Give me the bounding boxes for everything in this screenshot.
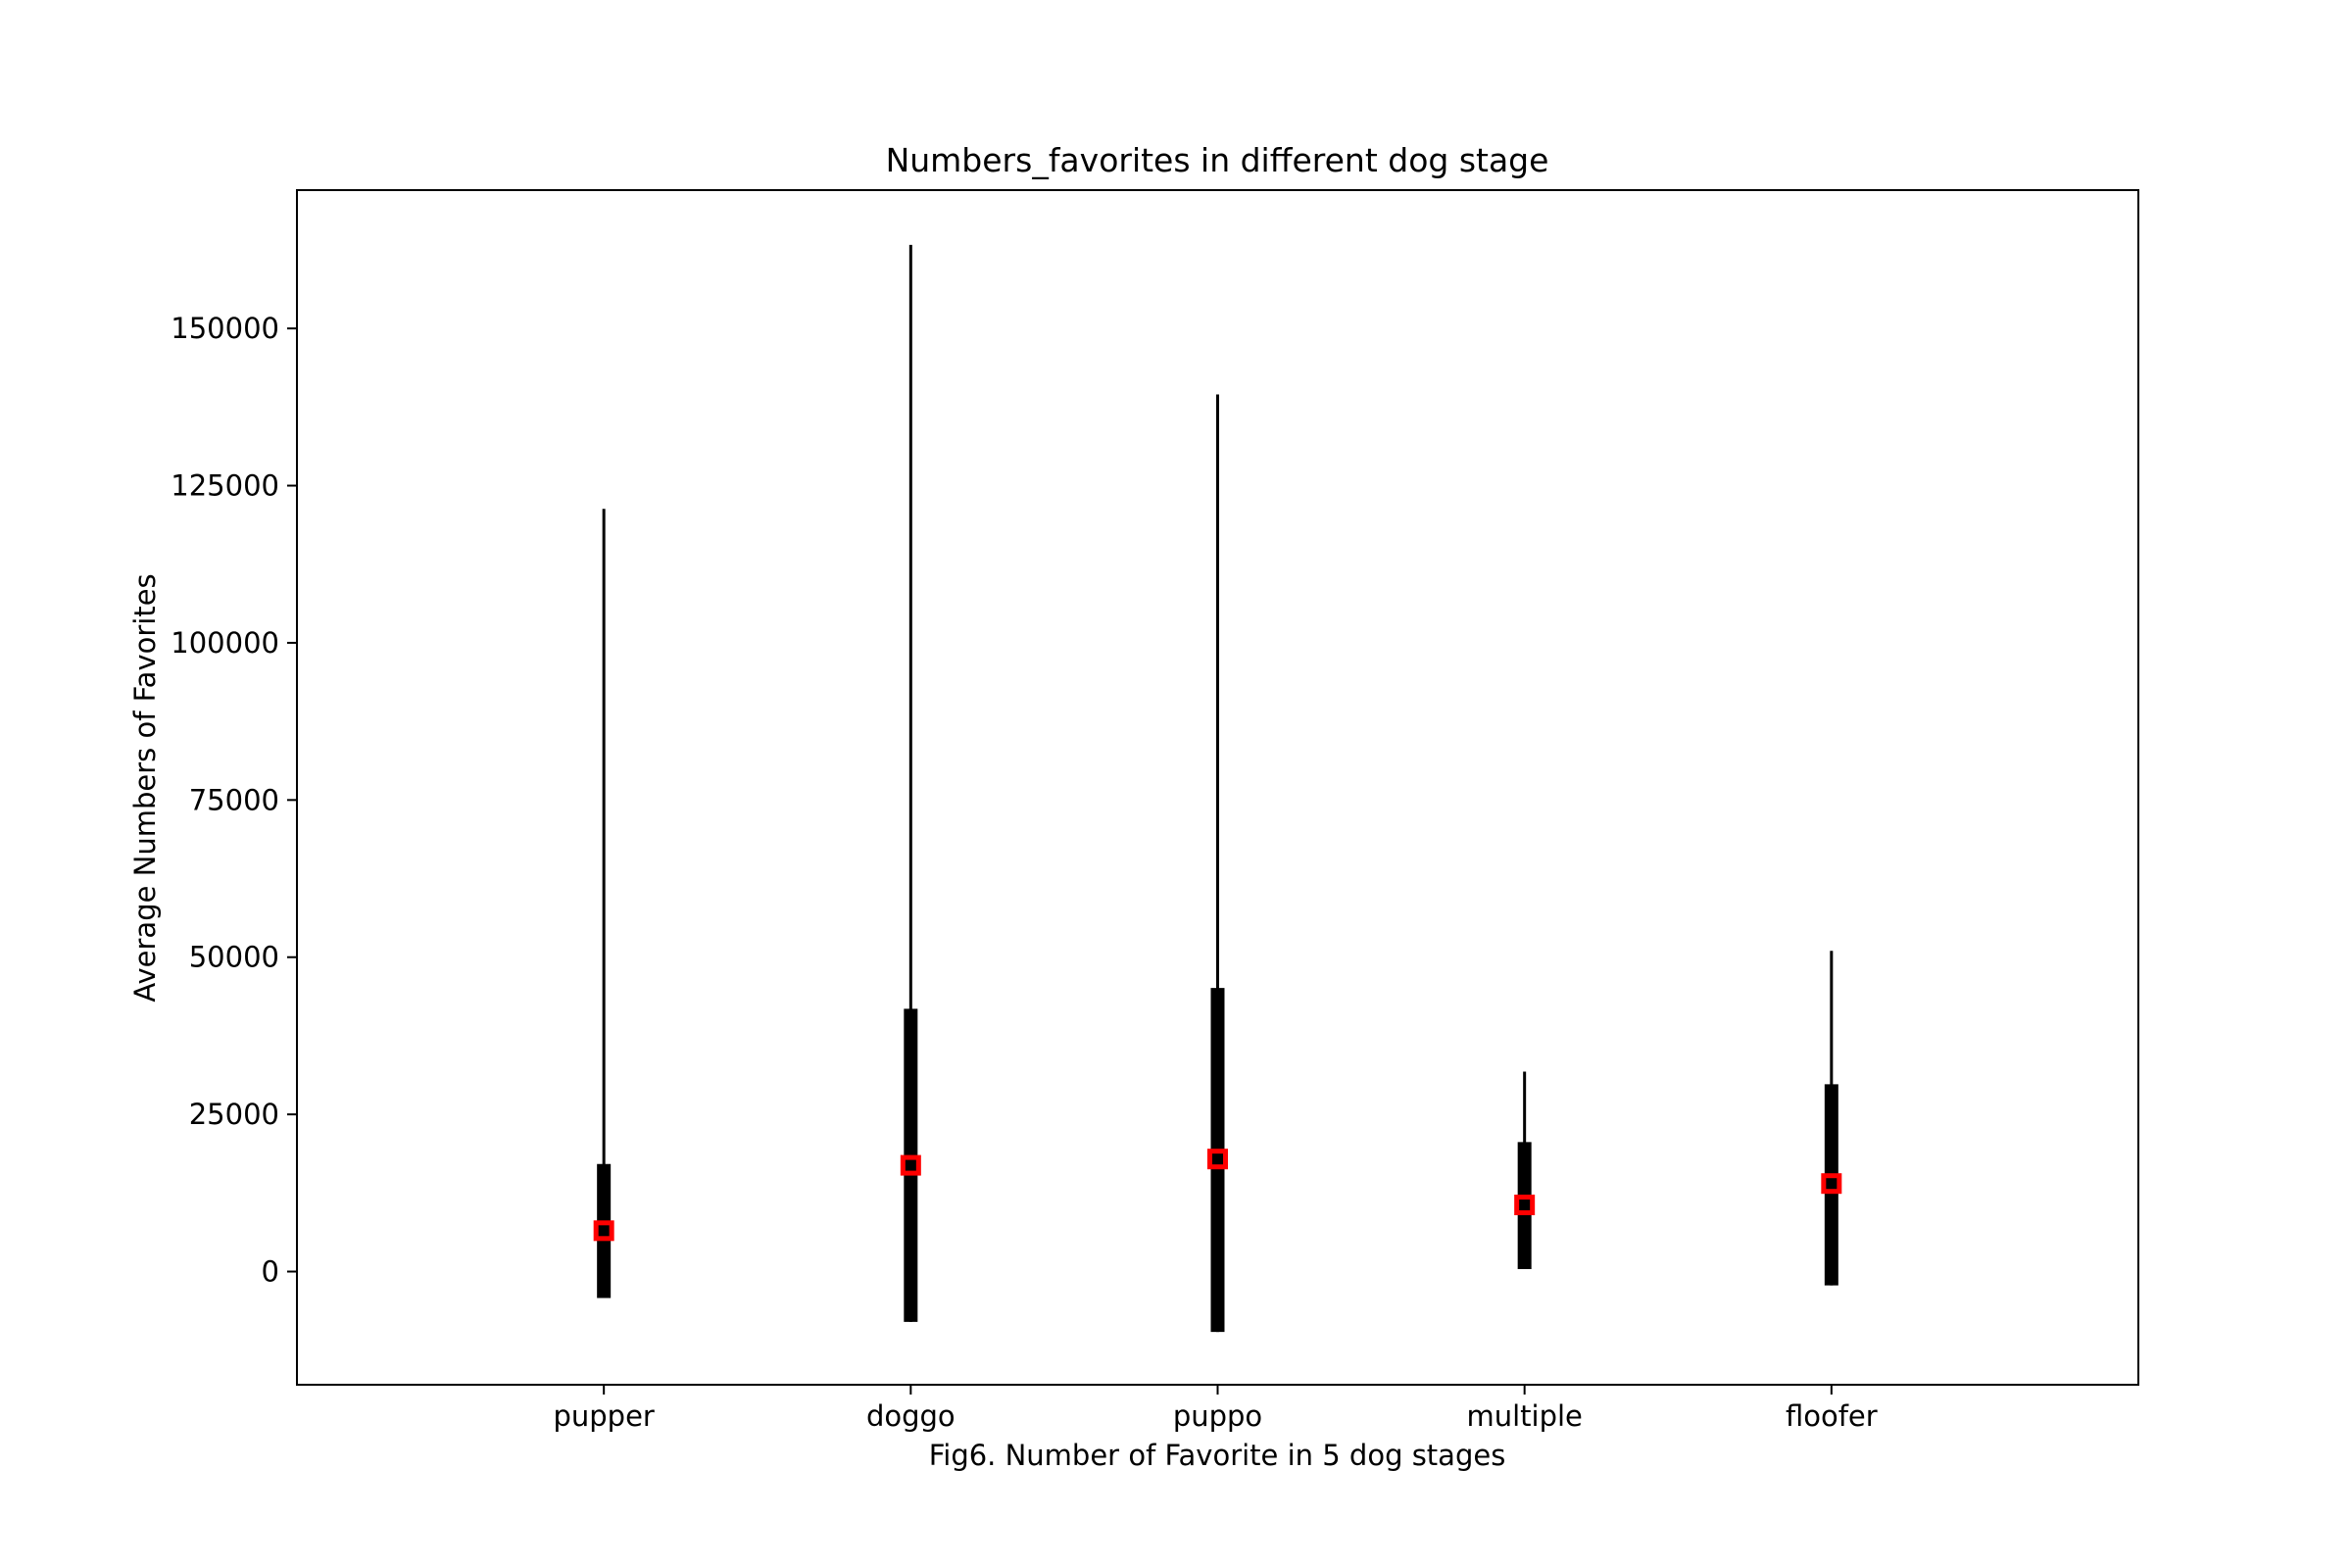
mean-marker-floofer [1821,1173,1842,1195]
y-tick-label-25000: 25000 [189,1098,279,1131]
x-axis-label: Fig6. Number of Favorite in 5 dog stages [929,1439,1506,1472]
series-multiple [1514,1071,1536,1269]
y-tick-label-50000: 50000 [189,941,279,974]
y-tick-label-75000: 75000 [189,783,279,816]
mean-marker-puppo [1207,1149,1228,1170]
series-pupper [593,509,614,1298]
mean-marker-multiple [1514,1195,1536,1216]
y-tick-label-125000: 125000 [171,469,279,503]
y-tick-label-0: 0 [262,1255,279,1289]
series-doggo [900,244,921,1322]
series-floofer [1821,951,1842,1286]
y-axis: 0 25000 50000 75000 100000 125000 150000 [171,312,297,1289]
x-tick-label-multiple: multiple [1466,1399,1582,1433]
x-tick-label-doggo: doggo [866,1399,956,1433]
x-axis: pupper doggo puppo multiple floofer [553,1385,1878,1433]
y-tick-label-150000: 150000 [171,312,279,345]
mean-marker-doggo [900,1154,921,1176]
y-tick-label-100000: 100000 [171,626,279,660]
x-tick-label-floofer: floofer [1786,1399,1878,1433]
mean-marker-pupper [593,1220,614,1242]
chart-title: Numbers_favorites in different dog stage [886,141,1549,179]
x-tick-label-puppo: puppo [1173,1399,1262,1433]
series-puppo [1207,394,1228,1333]
x-tick-label-pupper: pupper [553,1399,654,1433]
plot-area [593,244,1842,1333]
y-axis-label: Average Numbers of Favorites [128,573,162,1002]
